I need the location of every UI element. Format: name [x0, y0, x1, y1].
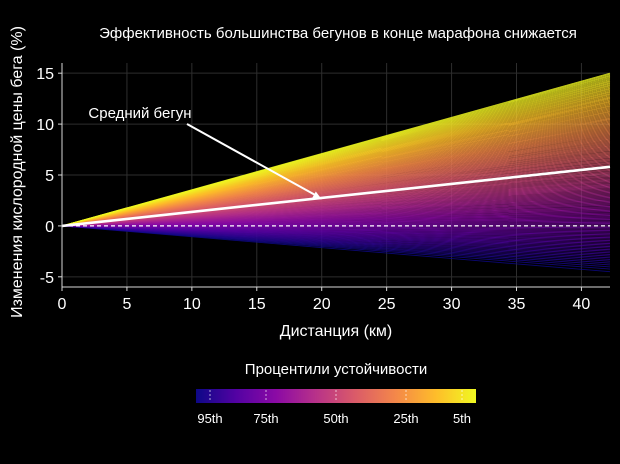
x-tick-label: 25 — [378, 296, 396, 313]
annotation-arrowhead — [311, 191, 322, 200]
x-axis-title: Дистанция (км) — [280, 323, 393, 340]
annotation-label: Средний бегун — [88, 105, 191, 122]
y-tick-label: 0 — [45, 219, 54, 236]
x-tick-label: 35 — [508, 296, 526, 313]
runner-line — [61, 72, 611, 227]
y-tick-label: 15 — [36, 66, 54, 83]
x-tick-label: 40 — [573, 296, 591, 313]
colorbar-tick-label: 95th — [197, 411, 222, 426]
x-tick-label: 5 — [122, 296, 131, 313]
y-tick-label: -5 — [40, 270, 54, 287]
chart-title: Эффективность большинства бегунов в конц… — [99, 25, 577, 42]
runner-lines — [61, 72, 611, 273]
x-tick-label: 0 — [58, 296, 67, 313]
x-tick-label: 10 — [183, 296, 201, 313]
average-runner-line — [61, 165, 611, 228]
annotation-arrow — [186, 123, 319, 198]
x-tick-label: 30 — [443, 296, 461, 313]
colorbar: 95th 75th 50th 25th 5th — [196, 389, 476, 426]
colorbar-tick-label: 50th — [323, 411, 348, 426]
x-tick-label: 20 — [313, 296, 331, 313]
colorbar-tick-label: 5th — [453, 411, 471, 426]
colorbar-tick-label: 25th — [393, 411, 418, 426]
colorbar-title: Процентили устойчивости — [245, 361, 427, 378]
x-tick-label: 15 — [248, 296, 266, 313]
colorbar-tick-label: 75th — [253, 411, 278, 426]
y-axis-title: Изменения кислородной цены бега (%) — [9, 26, 26, 318]
y-tick-label: 5 — [45, 168, 54, 185]
y-tick-label: 10 — [36, 117, 54, 134]
